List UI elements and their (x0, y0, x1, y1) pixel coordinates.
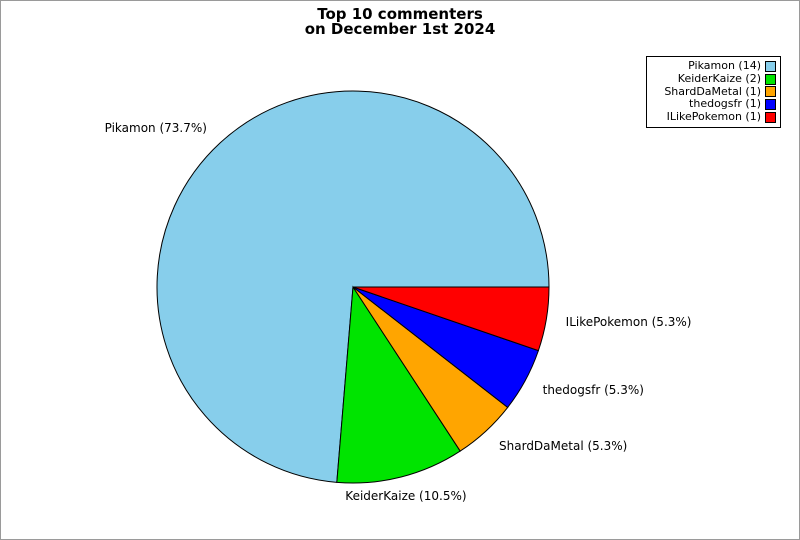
legend-swatch-icon (765, 112, 776, 124)
chart-title-line1: Top 10 commenters (317, 5, 483, 23)
legend-item-ILikePokemon: ILikePokemon (1) (656, 110, 776, 124)
legend-label: thedogsfr (1) (689, 97, 761, 111)
slice-label-thedogsfr: thedogsfr (5.3%) (542, 382, 644, 397)
slice-label-ILikePokemon: ILikePokemon (5.3%) (565, 315, 692, 330)
legend-label: Pikamon (14) (688, 59, 761, 72)
legend-swatch-icon (765, 60, 776, 72)
slice-label-Pikamon: Pikamon (73.7%) (104, 121, 207, 136)
legend-item-thedogsfr: thedogsfr (1) (656, 98, 776, 111)
legend-label: KeiderKaize (2) (677, 71, 761, 85)
legend-swatch-icon (765, 73, 776, 85)
legend-item-ShardDaMetal: ShardDaMetal (1) (656, 84, 776, 99)
slice-label-ShardDaMetal: ShardDaMetal (5.3%) (499, 438, 628, 453)
legend-label: ILikePokemon (1) (666, 110, 761, 124)
legend: Pikamon (14) KeiderKaize (2) ShardDaMetal … (646, 56, 781, 128)
legend-item-KeiderKaize: KeiderKaize (2) (656, 71, 776, 86)
slice-label-KeiderKaize: KeiderKaize (10.5%) (345, 489, 467, 503)
chart-title-line2: on December 1st 2024 (304, 20, 496, 38)
pie-slice-KeiderKaize (336, 285, 461, 484)
chart-title: Top 10 commenters on December 1st 2024 (1, 7, 799, 37)
legend-swatch-icon (765, 86, 776, 98)
pie-slice-ILikePokemon (352, 286, 550, 352)
legend-swatch-icon (765, 99, 776, 111)
legend-item-Pikamon: Pikamon (14) (656, 59, 776, 73)
legend-label: ShardDaMetal (1) (664, 84, 761, 98)
